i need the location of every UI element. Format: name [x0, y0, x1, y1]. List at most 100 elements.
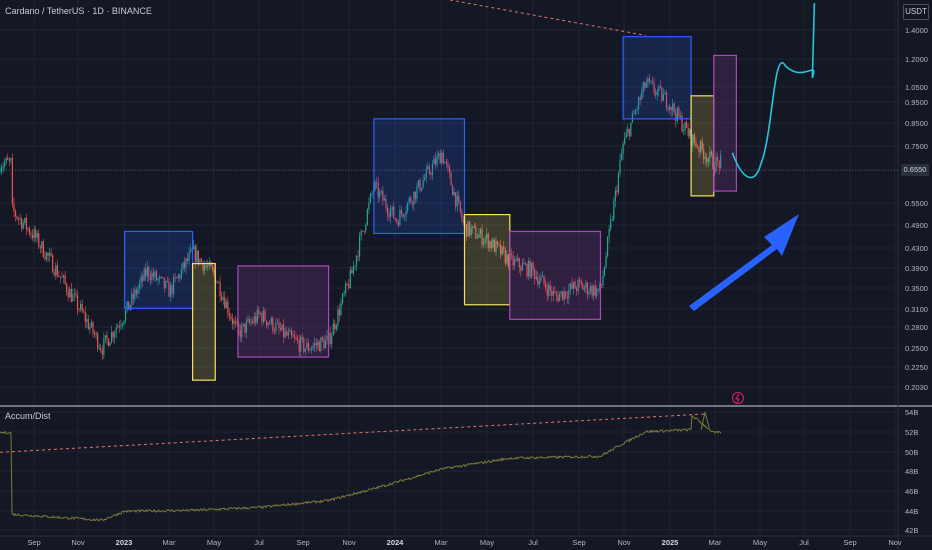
price-tick-label: 1.4000: [905, 26, 928, 35]
indicator-label[interactable]: Accum/Dist: [5, 411, 51, 421]
candle-body: [459, 201, 461, 212]
candle-body: [388, 214, 390, 218]
time-tick-label: Sep: [27, 538, 40, 547]
candle-body: [662, 94, 664, 101]
candle-body: [355, 255, 358, 266]
ad-tick-label: 46B: [905, 487, 918, 496]
candle-body: [334, 323, 336, 330]
candle-body: [624, 137, 626, 144]
candle-body: [558, 294, 561, 302]
candle-body: [146, 266, 148, 277]
candle-body: [465, 224, 468, 237]
candle-body: [642, 82, 644, 92]
candle-body: [202, 261, 204, 271]
candle-body: [543, 275, 545, 284]
zone-boxes[interactable]: [124, 36, 737, 381]
candle-body: [478, 234, 480, 238]
time-tick-label: Sep: [843, 538, 856, 547]
candle-body: [656, 90, 658, 95]
candle-body: [354, 265, 356, 267]
candle-body: [580, 281, 582, 284]
currency-selector[interactable]: USDT: [903, 4, 929, 20]
time-tick-label: Jul: [799, 538, 809, 547]
candle-body: [619, 160, 621, 174]
ad-line[interactable]: [0, 414, 722, 522]
candle-body: [678, 107, 680, 118]
candle-body: [703, 149, 705, 160]
candle-body: [152, 272, 155, 278]
candle-body: [307, 343, 310, 351]
candle-body: [18, 218, 20, 220]
candle-body: [39, 246, 41, 249]
candle-body: [676, 107, 678, 121]
candle-body: [512, 255, 514, 266]
candle-body: [707, 158, 709, 163]
candle-body: [532, 262, 534, 270]
candle-body: [365, 224, 367, 232]
candle-body: [524, 263, 527, 265]
candle-body: [549, 284, 551, 291]
candle-body: [176, 277, 178, 279]
candle-body: [248, 319, 251, 323]
price-tick-label: 1.2000: [905, 55, 928, 64]
price-tick-label: 0.8500: [905, 119, 928, 128]
candle-body: [165, 280, 167, 288]
candle-body: [448, 166, 451, 173]
candle-body: [188, 252, 190, 261]
candle-body: [631, 113, 633, 123]
candle-body: [321, 337, 323, 340]
candle-body: [320, 337, 322, 352]
candle-body: [394, 218, 396, 220]
candle-body: [154, 271, 156, 278]
candle-body: [681, 115, 683, 132]
candle-body: [166, 280, 168, 282]
candle-body: [493, 239, 496, 252]
candle-body: [343, 292, 345, 295]
candle-body: [143, 268, 145, 281]
candle-body: [589, 285, 592, 293]
candle-body: [283, 324, 285, 338]
candle-body: [317, 341, 319, 346]
candle-body: [523, 263, 525, 265]
candle-body: [275, 323, 277, 332]
candle-body: [95, 333, 97, 335]
time-tick-label: May: [207, 538, 221, 547]
ad-axis[interactable]: 54B 52B 50B 48B 46B 44B 42B: [905, 408, 918, 535]
candle-body: [87, 319, 89, 330]
purple-zone-box: [237, 265, 330, 358]
projection-path[interactable]: [731, 3, 816, 179]
candle-body: [103, 338, 105, 355]
candle-body: [498, 243, 500, 245]
candle-body: [644, 82, 646, 88]
candle-body: [545, 283, 547, 289]
yellow-zone-box: [463, 213, 511, 306]
candle-body: [700, 140, 702, 152]
candle-body: [10, 158, 12, 161]
candle-body: [70, 288, 72, 302]
candle-body: [717, 157, 719, 161]
candle-body: [489, 241, 491, 249]
time-tick-label: 2025: [662, 538, 679, 547]
candle-body: [45, 252, 48, 260]
candle-body: [36, 233, 38, 238]
up-right-arrow[interactable]: [689, 214, 799, 311]
candle-body: [126, 301, 128, 311]
candle-body: [245, 321, 248, 333]
candle-body: [628, 129, 630, 137]
time-axis[interactable]: Sep Nov 2023 Mar May Jul Sep Nov 2024 Mar May Jul Se…: [27, 538, 902, 547]
candle-body: [137, 288, 139, 295]
candle-body: [306, 343, 308, 349]
candle-body: [653, 82, 655, 93]
ad-trendline[interactable]: [0, 413, 706, 453]
candle-body: [704, 157, 706, 160]
candle-body: [222, 297, 224, 300]
candle-body: [659, 86, 661, 88]
candle-body: [228, 313, 230, 317]
time-tick-label: Sep: [572, 538, 585, 547]
event-marker-icon[interactable]: [732, 392, 744, 404]
candle-body: [469, 221, 471, 236]
candle-body: [393, 206, 395, 219]
candle-body: [560, 291, 562, 295]
candle-body: [258, 309, 260, 315]
